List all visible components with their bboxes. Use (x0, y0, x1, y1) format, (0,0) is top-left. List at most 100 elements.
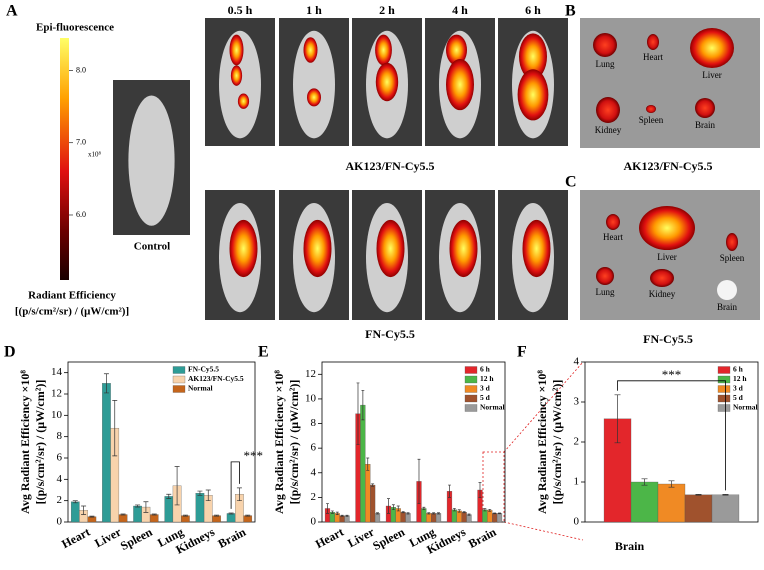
legend-swatch (464, 404, 478, 412)
caption: FN-Cy5.5 (643, 332, 693, 346)
colorbar-tick-label: 8.0 (76, 65, 86, 74)
y-tick-label: 0 (57, 516, 63, 528)
error-bar (422, 506, 426, 511)
error-bar (120, 513, 126, 516)
legend-swatch (464, 366, 478, 374)
row-label: FN-Cy5.5 (365, 327, 415, 341)
y-tick-label: 6 (57, 452, 63, 464)
y-tick-label: 2 (574, 436, 580, 448)
y-tick-label: 6 (311, 442, 317, 454)
error-bar (371, 483, 375, 487)
organ (690, 28, 734, 68)
x-tick-label: Brain (615, 539, 645, 553)
error-bar (695, 494, 702, 496)
bar (461, 512, 467, 523)
signal (375, 34, 392, 66)
organ-label: Spleen (639, 115, 664, 125)
legend-label: 3 d (480, 384, 491, 393)
bar (405, 513, 411, 523)
error-bar (462, 511, 466, 514)
organ-label: Heart (603, 232, 623, 242)
organ (647, 34, 659, 50)
mouse-body (219, 30, 261, 139)
bar (482, 509, 488, 523)
error-bar (326, 503, 329, 514)
error-bar (135, 504, 141, 508)
error-bar (356, 382, 360, 445)
organ-label: Brain (717, 302, 737, 312)
bar (374, 513, 381, 523)
organ-label: Kidney (649, 289, 676, 299)
y-tick-label: 1 (574, 476, 580, 488)
bar (421, 508, 427, 523)
error-bar (143, 501, 149, 513)
organ-label: Kidney (595, 125, 622, 135)
bar (360, 404, 366, 523)
y-axis-label: [(p/s/cm²/sr) / (μW/cm²)] (287, 380, 301, 505)
error-bar (182, 514, 188, 517)
error-bar (478, 482, 482, 498)
error-bar (427, 512, 431, 515)
signal (303, 219, 332, 278)
x-tick-label: Brain (466, 525, 499, 551)
legend-swatch (172, 366, 186, 374)
bar (226, 513, 236, 523)
error-bar (214, 514, 220, 517)
signal (230, 65, 243, 86)
legend-swatch (717, 375, 731, 384)
colorbar-label: Radiant Efficiency (28, 290, 116, 302)
colorbar-title: Epi-fluorescence (36, 22, 114, 34)
organ (593, 33, 617, 57)
legend-label: 6 h (733, 365, 744, 374)
y-axis-label: Avg Radiant Efficiency ×10⁸ (535, 370, 549, 514)
organ-label: Heart (643, 52, 663, 62)
bar (630, 481, 659, 523)
error-bar (452, 508, 456, 512)
caption: AK123/FN-Cy5.5 (624, 159, 713, 173)
error-bar (72, 500, 78, 504)
error-bar (396, 505, 400, 512)
legend-label: 3 d (733, 384, 744, 393)
error-bar (361, 389, 365, 421)
error-bar (417, 458, 421, 504)
error-bar (376, 512, 379, 515)
y-axis-label: Avg Radiant Efficiency ×10⁸ (272, 370, 286, 514)
panel-label: D (4, 344, 16, 361)
error-bar (614, 394, 621, 444)
legend-swatch (464, 385, 478, 393)
legend-swatch (172, 375, 186, 384)
y-axis-label: [(p/s/cm²/sr) / (μW/cm²)] (33, 380, 47, 505)
signal (303, 37, 318, 63)
error-bar (245, 514, 251, 517)
signal (446, 34, 467, 66)
organ (695, 98, 715, 118)
y-tick-label: 2 (57, 494, 63, 506)
organ-label: Brain (695, 120, 715, 130)
legend-label: 12 h (480, 374, 494, 383)
error-bar (335, 511, 339, 515)
bar (212, 515, 221, 523)
bar (400, 512, 406, 523)
significance-label: *** (244, 448, 264, 463)
bar (164, 496, 174, 523)
bar (365, 464, 371, 523)
organ-label: Liver (702, 70, 722, 80)
signal (229, 219, 258, 278)
y-tick-label: 0 (574, 516, 580, 528)
legend-swatch (172, 385, 186, 393)
legend-swatch (464, 394, 478, 403)
time-label: 6 h (525, 3, 541, 17)
error-bar (432, 512, 436, 515)
y-axis-label: Avg Radiant Efficiency ×10⁸ (18, 370, 32, 514)
bar (496, 513, 503, 523)
bar (243, 515, 253, 523)
bar (711, 494, 740, 523)
bar (370, 484, 376, 523)
zoom-line (503, 521, 584, 541)
signal (307, 88, 321, 107)
legend-label: 5 d (733, 393, 744, 402)
y-tick-label: 4 (311, 466, 317, 478)
bar (431, 513, 437, 523)
bar (492, 513, 498, 523)
